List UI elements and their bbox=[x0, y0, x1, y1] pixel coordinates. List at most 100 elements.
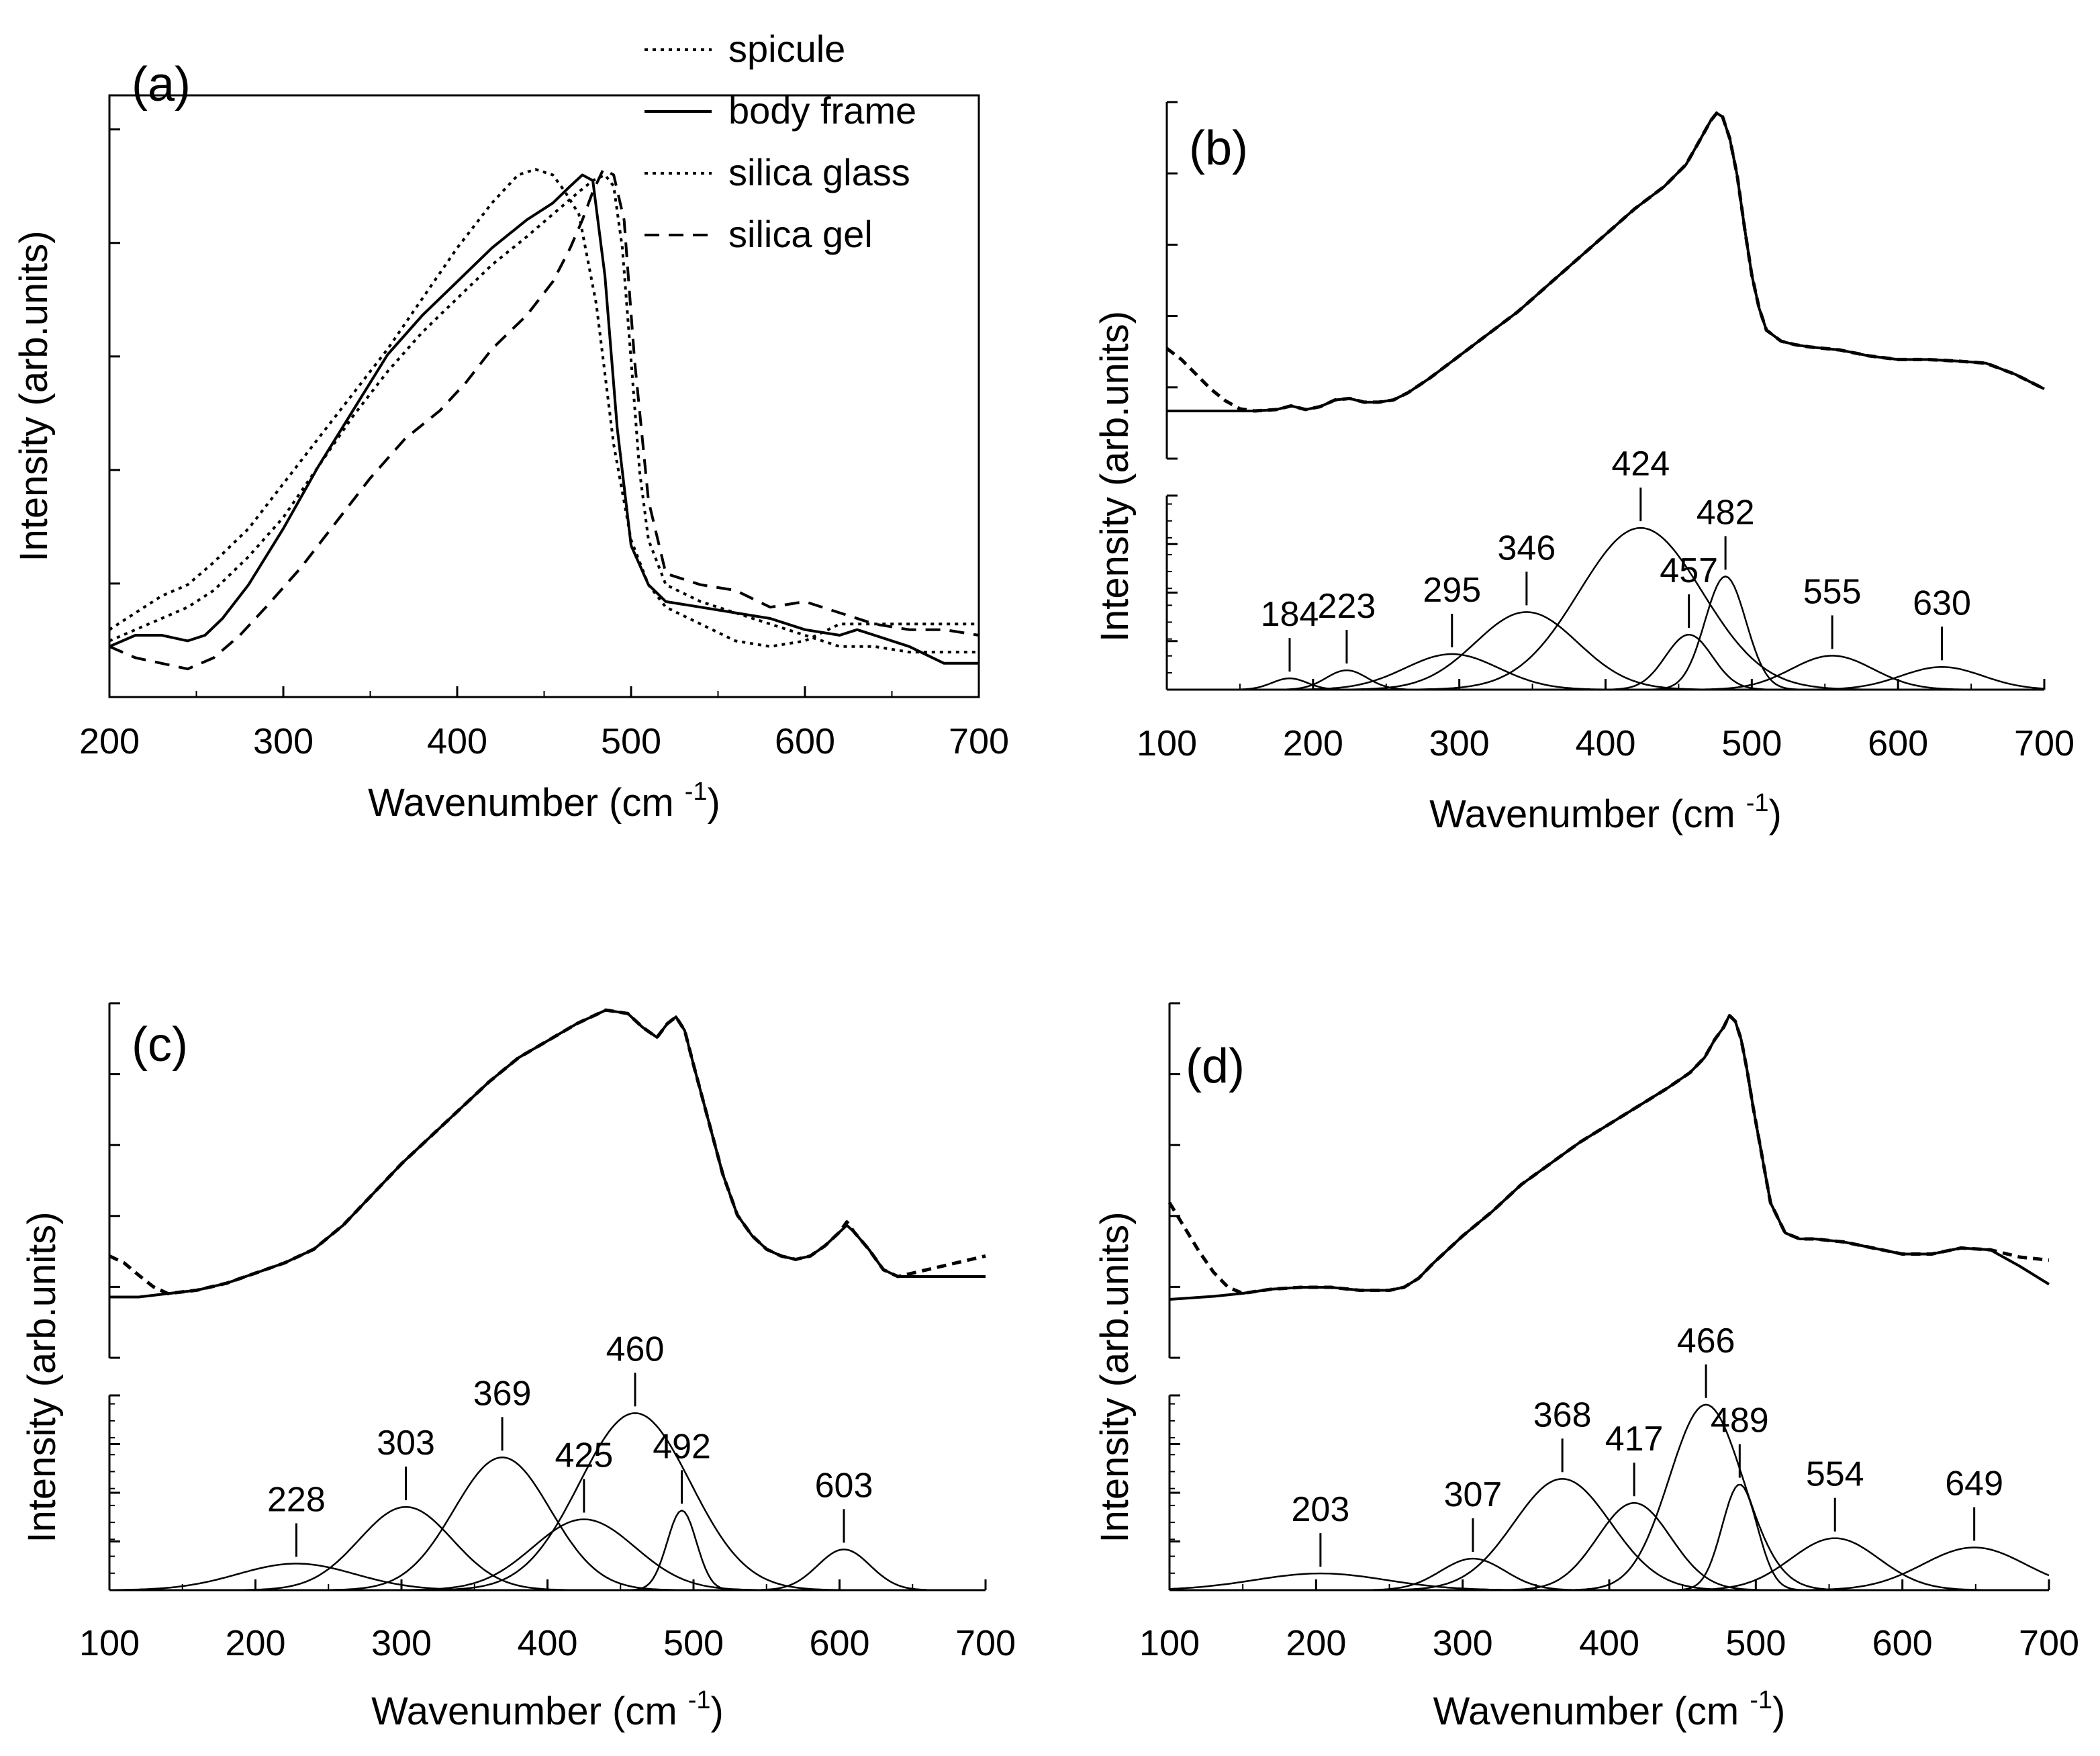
x-axis-label-close: ) bbox=[1769, 792, 1782, 836]
x-axis-label-main: Wavenumber (cm bbox=[371, 1690, 688, 1733]
peak-label-417: 417 bbox=[1605, 1420, 1664, 1459]
x-axis-label-main: Wavenumber (cm bbox=[368, 781, 685, 825]
x-axis-label-main: Wavenumber (cm bbox=[1433, 1690, 1750, 1733]
series-line-spicule bbox=[108, 168, 979, 648]
series-line-silica-gel bbox=[109, 168, 980, 671]
peak-curve-630 bbox=[1780, 666, 2045, 691]
peak-curve-482 bbox=[1646, 575, 1805, 691]
x-axis-label-main: Wavenumber (cm bbox=[1429, 792, 1746, 836]
x-tick-label: 300 bbox=[1429, 723, 1490, 764]
peak-curve-554 bbox=[1662, 1537, 2008, 1591]
x-tick-label: 200 bbox=[1283, 723, 1343, 764]
peak-label-649: 649 bbox=[1945, 1464, 2003, 1503]
peak-label-492: 492 bbox=[653, 1427, 711, 1466]
legend: spicule body frame silica glass silica gel bbox=[645, 28, 916, 255]
panel-label: (d) bbox=[1186, 1039, 1245, 1093]
x-tick-label: 400 bbox=[1575, 723, 1635, 764]
x-tick-label: 200 bbox=[1286, 1623, 1346, 1663]
peak-label-368: 368 bbox=[1533, 1395, 1592, 1434]
peak-curve-460 bbox=[416, 1412, 855, 1591]
peak-curve-492 bbox=[626, 1509, 738, 1591]
peak-label-303: 303 bbox=[377, 1424, 435, 1463]
x-tick-label: 600 bbox=[809, 1623, 869, 1663]
x-tick-label: 300 bbox=[253, 721, 314, 761]
y-axis-label: Intensity (arb.units) bbox=[20, 1211, 64, 1542]
peak-curve-649 bbox=[1770, 1546, 2050, 1591]
peak-label-555: 555 bbox=[1803, 572, 1862, 611]
y-axis-label: Intensity (arb.units) bbox=[1093, 1211, 1137, 1542]
x-axis-label-close: ) bbox=[708, 781, 720, 825]
peak-curve-369 bbox=[311, 1457, 694, 1591]
peak-label-603: 603 bbox=[815, 1466, 873, 1505]
x-tick-label: 600 bbox=[1872, 1623, 1933, 1663]
peak-label-457: 457 bbox=[1660, 551, 1718, 590]
measured-spectrum-line bbox=[1165, 111, 2046, 413]
x-axis-label-superscript: -1 bbox=[1746, 789, 1769, 817]
series-line-body-frame bbox=[109, 173, 979, 665]
legend-entry-label: silica gel bbox=[728, 213, 873, 255]
x-axis-label: Wavenumber (cm -1) bbox=[1433, 1686, 1786, 1733]
x-axis-label: Wavenumber (cm -1) bbox=[368, 778, 720, 825]
x-tick-label: 700 bbox=[955, 1623, 1016, 1663]
peak-label-184: 184 bbox=[1261, 595, 1319, 634]
x-tick-label: 100 bbox=[1139, 1623, 1200, 1663]
peak-label-489: 489 bbox=[1711, 1401, 1769, 1440]
fit-spectrum-line bbox=[1167, 111, 2045, 412]
measured-spectrum-line bbox=[108, 1008, 986, 1295]
peak-curve-555 bbox=[1670, 655, 1995, 691]
peak-label-425: 425 bbox=[555, 1436, 613, 1475]
x-axis-label: Wavenumber (cm -1) bbox=[371, 1686, 724, 1733]
peak-curve-346 bbox=[1325, 611, 1729, 691]
x-tick-label: 400 bbox=[1579, 1623, 1639, 1663]
x-tick-label: 200 bbox=[225, 1623, 285, 1663]
peak-label-482: 482 bbox=[1697, 493, 1755, 532]
peak-label-228: 228 bbox=[267, 1480, 326, 1519]
peak-curve-466 bbox=[1562, 1403, 1850, 1591]
legend-entry-label: body frame bbox=[728, 89, 916, 132]
peak-label-466: 466 bbox=[1677, 1322, 1735, 1360]
peak-label-203: 203 bbox=[1292, 1490, 1350, 1529]
chart-panel-a: 200 300 400 500 600 700 spicule body frame silic… bbox=[12, 28, 1009, 825]
x-axis-label-close: ) bbox=[1772, 1690, 1785, 1733]
peak-label-369: 369 bbox=[473, 1374, 532, 1413]
peak-curve-368 bbox=[1372, 1478, 1753, 1591]
x-axis-label-superscript: -1 bbox=[688, 1686, 711, 1714]
peak-curve-489 bbox=[1670, 1483, 1809, 1591]
peak-curve-603 bbox=[740, 1549, 948, 1591]
peak-label-630: 630 bbox=[1913, 584, 1971, 622]
panel-label: (c) bbox=[132, 1018, 188, 1072]
x-tick-label: 100 bbox=[1137, 723, 1197, 764]
peak-label-295: 295 bbox=[1423, 571, 1481, 610]
measured-spectrum-line bbox=[1167, 1013, 2050, 1295]
panel-label: (a) bbox=[132, 58, 191, 111]
x-tick-label: 500 bbox=[663, 1623, 724, 1663]
x-tick-label: 700 bbox=[949, 721, 1009, 761]
x-tick-label: 400 bbox=[427, 721, 487, 761]
x-tick-label: 400 bbox=[517, 1623, 577, 1663]
x-axis-label-superscript: -1 bbox=[1750, 1686, 1772, 1714]
x-tick-label: 500 bbox=[1725, 1623, 1786, 1663]
peak-curve-457 bbox=[1596, 634, 1781, 691]
peak-label-460: 460 bbox=[606, 1330, 665, 1369]
peak-label-307: 307 bbox=[1444, 1475, 1502, 1514]
x-tick-label: 500 bbox=[1721, 723, 1782, 764]
peak-curve-295 bbox=[1266, 653, 1638, 691]
legend-entry-label: silica glass bbox=[728, 151, 910, 193]
panel-label: (b) bbox=[1189, 122, 1248, 175]
y-axis-label: Intensity (arb.units) bbox=[1093, 311, 1137, 642]
peak-label-346: 346 bbox=[1497, 528, 1556, 567]
series-line-silica-glass bbox=[109, 173, 979, 654]
x-axis-label-close: ) bbox=[711, 1690, 724, 1733]
peak-label-424: 424 bbox=[1611, 445, 1670, 483]
x-tick-label: 200 bbox=[79, 721, 140, 761]
peak-label-554: 554 bbox=[1806, 1455, 1864, 1494]
x-axis-label-superscript: -1 bbox=[685, 778, 708, 806]
x-tick-label: 100 bbox=[79, 1623, 140, 1663]
x-tick-label: 600 bbox=[1868, 723, 1928, 764]
peak-curve-303 bbox=[220, 1506, 591, 1591]
x-tick-label: 700 bbox=[2014, 723, 2074, 764]
chart-panel-d: (d) 100 200 300 400 500 600 700 203 307 368 417 466 4… bbox=[1093, 1002, 2079, 1733]
